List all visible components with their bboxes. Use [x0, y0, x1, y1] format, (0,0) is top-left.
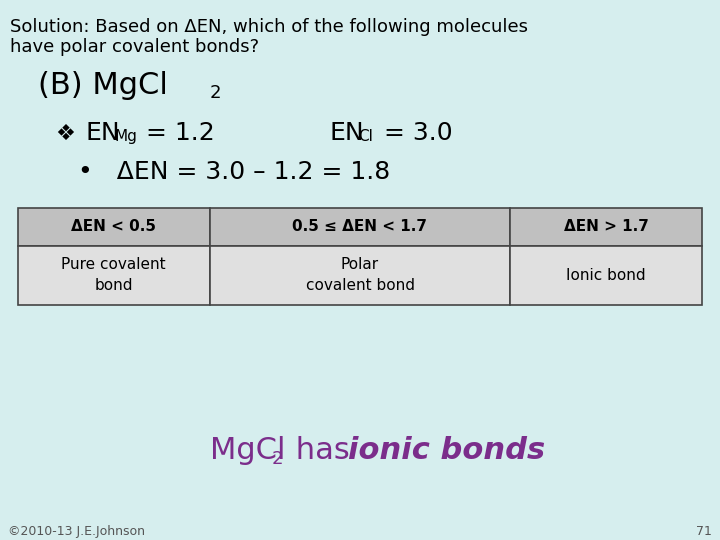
- Text: EN: EN: [330, 121, 364, 145]
- Text: •   ΔEN = 3.0 – 1.2 = 1.8: • ΔEN = 3.0 – 1.2 = 1.8: [78, 160, 390, 184]
- Text: MgCl: MgCl: [210, 436, 286, 465]
- Bar: [18, 246, 210, 305]
- Text: ΔEN < 0.5: ΔEN < 0.5: [71, 219, 156, 234]
- Text: ionic bonds: ionic bonds: [348, 436, 545, 465]
- Text: = 1.2: = 1.2: [138, 121, 215, 145]
- Text: (B) MgCl: (B) MgCl: [38, 71, 168, 100]
- Bar: [210, 208, 510, 246]
- Bar: [510, 208, 702, 246]
- Text: 2: 2: [272, 449, 284, 468]
- Text: 71: 71: [696, 525, 712, 538]
- Text: Solution: Based on ΔEN, which of the following molecules: Solution: Based on ΔEN, which of the fol…: [10, 18, 528, 36]
- Bar: [210, 246, 510, 305]
- Text: 0.5 ≤ ΔEN < 1.7: 0.5 ≤ ΔEN < 1.7: [292, 219, 428, 234]
- Text: have polar covalent bonds?: have polar covalent bonds?: [10, 38, 259, 56]
- Text: EN: EN: [85, 121, 120, 145]
- Text: ©2010-13 J.E.Johnson: ©2010-13 J.E.Johnson: [8, 525, 145, 538]
- Text: = 3.0: = 3.0: [376, 121, 453, 145]
- Text: Cl: Cl: [358, 129, 373, 144]
- Bar: [510, 246, 702, 305]
- Text: ΔEN > 1.7: ΔEN > 1.7: [564, 219, 649, 234]
- Bar: [18, 208, 210, 246]
- Text: Polar
covalent bond: Polar covalent bond: [305, 257, 415, 293]
- Text: 2: 2: [210, 84, 222, 102]
- Text: has: has: [286, 436, 359, 465]
- Text: Pure covalent
bond: Pure covalent bond: [61, 257, 166, 293]
- Text: ❖: ❖: [55, 124, 75, 144]
- Text: Mg: Mg: [114, 129, 137, 144]
- Text: Ionic bond: Ionic bond: [567, 268, 646, 283]
